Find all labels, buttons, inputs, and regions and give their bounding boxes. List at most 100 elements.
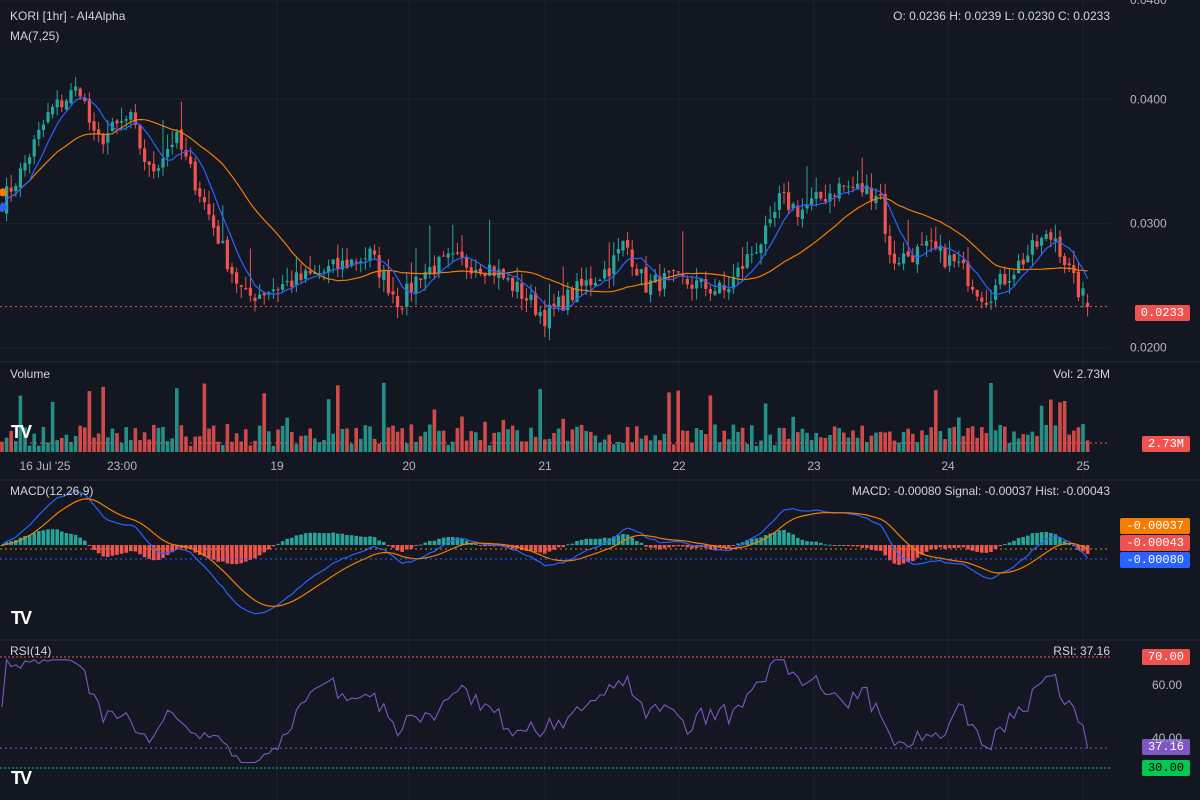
ma25-line (1, 118, 1088, 293)
macd-histogram-bar (1044, 531, 1048, 545)
macd-histogram-bar (50, 529, 55, 545)
macd-histogram-bar (860, 545, 864, 548)
macd-histogram-bar (906, 545, 910, 563)
macd-histogram-bar (27, 534, 32, 545)
candle-body (428, 267, 432, 275)
candle-body (322, 271, 326, 273)
macd-histogram-bar (230, 545, 234, 565)
macd-histogram-bar (23, 535, 27, 545)
candle-body (819, 191, 823, 199)
volume-bar (602, 439, 607, 452)
volume-bar (497, 432, 501, 452)
volume-bar (938, 431, 943, 452)
volume-bar (740, 427, 745, 452)
volume-bar (911, 433, 915, 452)
candle-body (147, 161, 151, 165)
volume-bar (727, 439, 731, 452)
volume-bar (1012, 431, 1016, 452)
volume-bar (313, 438, 317, 452)
macd-histogram-bar (1003, 543, 1007, 545)
candle-body (948, 255, 952, 266)
volume-bar (1026, 434, 1030, 452)
candle-body (653, 275, 657, 283)
macd-histogram-bar (285, 538, 289, 545)
candle-body (980, 297, 984, 302)
candle-body (258, 294, 262, 299)
candle-body (607, 268, 611, 277)
volume-bar (460, 416, 464, 452)
volume-bar (119, 442, 124, 452)
macd-histogram-bar (791, 534, 795, 545)
candle-body (837, 183, 841, 199)
candle-body (1007, 280, 1011, 283)
volume-bar (483, 421, 487, 452)
candle-body (129, 111, 133, 120)
volume-bar (1076, 427, 1081, 452)
volume-bar (391, 425, 395, 452)
volume-bar (630, 442, 634, 452)
volume-bar (4, 437, 9, 452)
candle-body (621, 241, 625, 251)
macd-histogram-bar (69, 533, 73, 545)
candle-body (994, 285, 998, 300)
candle-body (1035, 241, 1039, 247)
macd-histogram-bar (37, 531, 41, 545)
volume-bar (1085, 440, 1090, 452)
candle-body (791, 203, 795, 209)
candle-body (285, 281, 289, 283)
candle-body (667, 271, 671, 273)
macd-histogram-bar (340, 533, 345, 545)
candle-body (170, 144, 174, 148)
macd-histogram-bar (147, 545, 151, 559)
time-axis-label: 23:00 (107, 459, 137, 473)
macd-histogram-bar (966, 545, 970, 550)
volume-bar (1021, 434, 1025, 452)
candle-body (161, 158, 165, 168)
volume-bar (405, 443, 409, 452)
candle-body (18, 168, 22, 188)
candle-body (851, 187, 855, 189)
macd-line (1, 490, 1089, 615)
candle-body (777, 193, 781, 210)
volume-bar (78, 425, 82, 452)
macd-histogram-bar (635, 541, 639, 545)
volume-bar (147, 439, 151, 452)
candle-body (1021, 259, 1025, 265)
volume-bar (239, 441, 243, 452)
volume-bar (27, 445, 32, 452)
volume-bar (823, 438, 828, 452)
macd-histogram-bar (409, 545, 414, 549)
volume-bar (593, 435, 598, 452)
macd-histogram-bar (18, 537, 23, 545)
volume-bar (915, 442, 920, 452)
macd-histogram-bar (846, 545, 851, 546)
volume-bar (271, 445, 276, 452)
price-axis-label: 0.0200 (1130, 341, 1167, 355)
macd-histogram-bar (336, 533, 340, 545)
macd-histogram-bar (957, 545, 961, 548)
volume-bar (1016, 438, 1021, 452)
candle-body (299, 273, 303, 280)
macd-histogram-bar (713, 545, 717, 549)
candle-body (658, 276, 662, 292)
macd-histogram-bar (368, 536, 372, 545)
candle-body (101, 134, 105, 145)
candle-body (345, 259, 349, 268)
macd-histogram-bar (658, 545, 662, 550)
candle-body (198, 188, 202, 197)
candle-body (842, 185, 846, 187)
volume-bar (244, 429, 248, 452)
volume-bar (754, 445, 759, 452)
candle-body (547, 304, 551, 329)
candle-body (28, 157, 32, 164)
volume-bar (455, 428, 460, 452)
macd-histogram-bar (345, 534, 349, 545)
macd-histogram-bar (257, 545, 262, 556)
macd-histogram-bar (1062, 540, 1067, 545)
volume-bar (326, 399, 331, 452)
volume-bar (73, 436, 78, 452)
candle-body (386, 270, 390, 294)
volume-bar (722, 430, 726, 452)
candle-body (575, 280, 579, 303)
